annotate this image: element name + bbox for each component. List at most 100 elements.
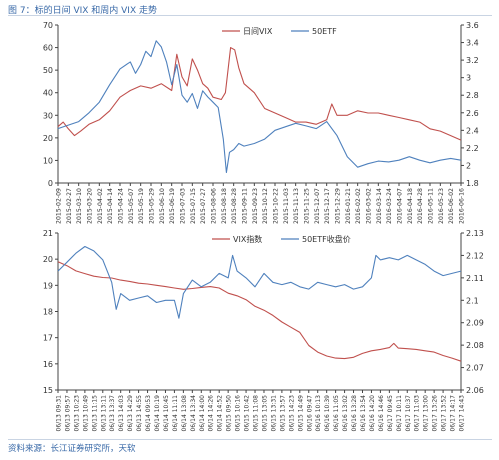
- y-tick-left-label: 60: [43, 44, 53, 53]
- y-tick-right-label: 2.09: [466, 319, 484, 328]
- x-tick-label: 2015-04-24: [118, 188, 125, 224]
- x-tick-label: 2016-04-18: [407, 188, 414, 224]
- x-tick-label: 2016-03-24: [386, 188, 393, 224]
- x-tick-label: 2015-12-29: [335, 188, 342, 224]
- x-tick-label: 06/17 09:45: [387, 395, 394, 432]
- x-tick-label: 06/14 10:45: [163, 395, 170, 432]
- x-tick-label: 06/15 14:49: [297, 395, 304, 432]
- y-tick-left-label: 40: [43, 89, 53, 98]
- title-rule: [8, 15, 492, 16]
- y-tick-left-label: 30: [43, 111, 53, 120]
- x-tick-label: 2015-09-23: [252, 188, 259, 224]
- y-tick-left-label: 21: [43, 229, 53, 238]
- x-tick-label: 2015-05-07: [128, 188, 135, 224]
- y-tick-left-label: 70: [43, 21, 53, 30]
- x-tick-label: 2015-08-18: [221, 188, 228, 224]
- x-tick-label: 2015-03-20: [87, 188, 94, 224]
- x-tick-label: 2015-06-19: [169, 188, 176, 224]
- x-tick-label: 2016-02-02: [355, 188, 362, 224]
- x-tick-label: 06/15 10:16: [235, 395, 242, 432]
- y-tick-right-label: 2.2: [466, 144, 479, 153]
- x-tick-label: 2015-11-25: [304, 188, 311, 224]
- y-tick-right-label: 2.06: [466, 386, 484, 395]
- y-tick-left-label: 15: [43, 386, 53, 395]
- x-tick-label: 06/16 13:54: [360, 395, 367, 432]
- x-tick-label: 06/17 10:11: [396, 395, 403, 432]
- x-tick-label: 06/14 14:26: [208, 395, 215, 432]
- y-tick-right-label: 3: [466, 74, 471, 83]
- x-tick-label: 06/17 13:52: [441, 395, 448, 432]
- legend-label: VIX指数: [233, 234, 262, 244]
- chart-daily-vix: 0 10 20 30 40 50 60 70 1.8 2 2.2 2.4 2.6 2.8 3 3.2 3.4 3.…: [43, 21, 479, 224]
- x-tick-label: 06/16 09:47: [306, 395, 313, 432]
- x-tick-label: 06/16 14:46: [378, 395, 385, 432]
- x-tick-label: 06/17 13:00: [423, 395, 430, 432]
- legend-label: 日间VIX: [243, 27, 273, 36]
- x-tick-label: 06/15 13:31: [270, 395, 277, 432]
- y-tick-right-label: 2.11: [466, 274, 484, 283]
- x-tick-label: 2016-06-16: [459, 188, 466, 224]
- y-tick-right-label: 2.8: [466, 91, 479, 100]
- x-tick-label: 06/16 10:39: [324, 395, 331, 432]
- y-tick-right-label: 2: [466, 161, 471, 170]
- x-tick-label: 06/15 11:08: [253, 395, 260, 432]
- y-tick-right-label: 2.6: [466, 109, 479, 118]
- x-tick-label: 06/14 13:34: [190, 395, 197, 432]
- x-tick-label: 06/13 11:15: [91, 395, 98, 432]
- series-etf-line: [57, 40, 462, 174]
- figure-title: 图 7：标的日间 VIX 和周内 VIX 走势: [8, 6, 157, 16]
- y-tick-right-label: 2.12: [466, 251, 484, 260]
- x-tick-label: 06/17 14:43: [459, 395, 466, 432]
- legend-label: 50ETF: [312, 27, 337, 36]
- chart-intraday-vix: 15 16 17 18 19 20 21 2.06 2.07 2.08 2.09 2.1 2.11 2.1…: [43, 229, 484, 432]
- y-tick-right-label: 1.8: [466, 179, 479, 188]
- x-tick-label: 2015-05-19: [138, 188, 145, 224]
- x-tick-label: 2015-12-07: [314, 188, 321, 224]
- x-tick-label: 2015-08-06: [211, 188, 218, 224]
- x-tick-label: 06/16 10:13: [315, 395, 322, 432]
- y-tick-right-label: 3.6: [466, 21, 479, 30]
- x-tick-label: 2015-11-13: [293, 188, 300, 224]
- x-tick-label: 2016-05-23: [438, 188, 445, 224]
- x-tick-label: 06/13 14:03: [118, 395, 125, 432]
- x-tick-label: 2015-05-29: [149, 188, 156, 224]
- x-tick-label: 06/13 13:11: [100, 395, 107, 432]
- x-tick-label: 2016-04-07: [397, 188, 404, 224]
- x-tick-label: 2015-06-10: [159, 188, 166, 224]
- x-tick-label: 2016-01-21: [345, 188, 352, 224]
- x-tick-label: 06/17 10:37: [405, 395, 412, 432]
- x-tick-label: 2015-10-22: [273, 188, 280, 224]
- x-tick-label: 06/16 13:02: [342, 395, 349, 432]
- y-tick-left-label: 19: [43, 281, 53, 290]
- x-tick-label: 06/14 11:11: [172, 395, 179, 432]
- y-tick-right-label: 3.2: [466, 56, 479, 65]
- x-tick-label: 06/13 14:55: [136, 395, 143, 432]
- y-tick-right-label: 2.08: [466, 341, 484, 350]
- x-tick-label: 06/17 11:03: [414, 395, 421, 432]
- y-tick-left-label: 16: [43, 360, 53, 369]
- x-tick-label: 06/15 09:50: [226, 395, 233, 432]
- x-tick-label: 06/15 14:23: [288, 395, 295, 432]
- x-tick-label: 2015-12-17: [324, 188, 331, 224]
- x-tick-label: 06/13 14:29: [127, 395, 134, 432]
- x-tick-label: 2016-04-28: [417, 188, 424, 224]
- x-tick-label: 06/16 14:20: [369, 395, 376, 432]
- series-etf-line: [57, 245, 462, 319]
- x-tick-label: 2015-07-03: [180, 188, 187, 224]
- legend-label: 50ETF收盘价: [302, 234, 351, 244]
- x-tick-label: 2016-06-02: [448, 188, 455, 224]
- x-tick-label: 2015-02-09: [56, 188, 63, 224]
- x-tick-label: 06/14 10:19: [154, 395, 161, 432]
- y-tick-right-label: 3.4: [466, 39, 479, 48]
- x-tick-label: 2015-11-03: [283, 188, 290, 224]
- y-tick-right-label: 2.4: [466, 126, 479, 135]
- y-tick-right-label: 2.1: [466, 296, 479, 305]
- y-tick-left-label: 17: [43, 334, 53, 343]
- y-tick-right-label: 2.07: [466, 364, 484, 373]
- x-tick-label: 2015-09-11: [242, 188, 249, 224]
- x-tick-label: 06/13 10:49: [82, 395, 89, 432]
- y-tick-left-label: 10: [43, 156, 53, 165]
- x-tick-label: 06/14 09:53: [145, 395, 152, 432]
- x-tick-label: 2015-02-27: [66, 188, 73, 224]
- y-tick-left-label: 50: [43, 66, 53, 75]
